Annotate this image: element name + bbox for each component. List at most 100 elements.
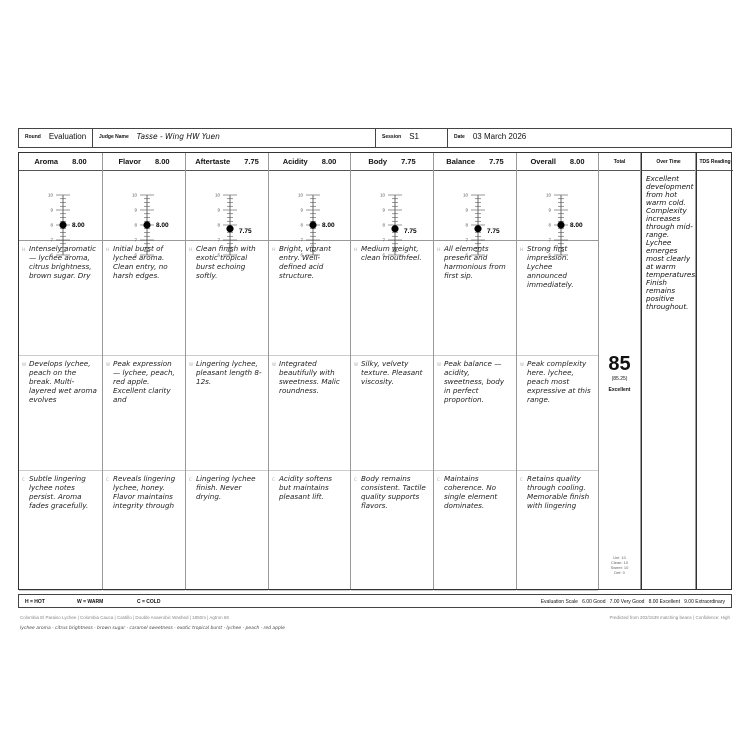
judge-field[interactable]: Judge Name Tasse - Wing HW Yuen [92,128,376,148]
note-text: Strong first impression. Lychee announce… [527,244,574,289]
score-marker-label: 8.00 [156,222,169,229]
note-text: Intensely aromatic — lychee aroma, citru… [29,244,97,280]
scale-tick-label: 8 [300,223,303,228]
scale-tick-label: 6 [382,253,385,258]
score-table: Aroma 8.00 10 9 8 7 6 8.00 H Intensely aromatic —… [18,152,733,591]
descriptor-list: lychee aroma · citrus brightness · brown… [20,626,285,631]
over-time-notes[interactable]: Excellent development from hot warm cold… [646,174,698,311]
attribute-header: Aroma 8.00 [19,153,102,171]
score-marker-label: 7.75 [487,228,500,235]
tds-column: TDS Reading [696,153,733,589]
note-text: Lingering lychee finish. Never drying. [196,474,256,501]
score-marker [143,221,151,229]
round-field[interactable]: Round Evaluation [18,128,93,148]
score-scale[interactable]: 10 9 8 7 6 8.00 [517,189,599,259]
temperature-tag: C [106,477,109,482]
scale-tick-label: 6 [548,253,551,258]
total-breakdown: Uni: 10 Clean: 10 Sweet: 10 Def: 0 [610,555,629,575]
attribute-header: Overall 8.00 [517,153,598,171]
attribute-header: Aftertaste 7.75 [186,153,268,171]
note-text: Reveals lingering lychee, honey. Flavor … [113,474,176,510]
temperature-tag: C [22,477,25,482]
note-text: Retains quality through cooling. Memorab… [527,474,590,510]
score-marker-label: 8.00 [72,222,85,229]
temperature-tag: H [520,247,524,252]
temperature-tag: C [354,477,357,482]
tds-header: TDS Reading [699,158,731,165]
note-text: All elements present and harmonious from… [444,244,506,280]
note-cell-c[interactable]: C Subtle lingering lychee notes persist. … [19,471,102,591]
note-cell-w[interactable]: W Peak balance — acidity, sweetness, body… [434,356,516,471]
note-cell-w[interactable]: W Peak complexity here. lychee, peach mos… [517,356,598,471]
note-cell-h[interactable]: H Intensely aromatic — lychee aroma, citr… [19,241,102,356]
note-cell-h[interactable]: H Medium weight, clean mouthfeel. [351,241,433,356]
scale-tick-label: 6 [300,253,303,258]
note-cell-h[interactable]: H All elements present and harmonious fro… [434,241,516,356]
attribute-column-overall: Overall 8.00 10 9 8 7 6 8.00 H Strong first impre… [517,153,599,591]
prediction-info: Predicted from 202/1539 matching beans |… [609,615,731,620]
scale-tick-label: 9 [548,208,551,213]
attribute-column-balance: Balance 7.75 10 9 8 7 6 7.75 H All elements prese… [434,153,517,591]
scale-tick-label: 10 [48,193,54,198]
note-text: Develops lychee, peach on the break. Mul… [29,359,97,404]
score-scale[interactable]: 10 9 8 7 6 7.75 [434,189,517,259]
note-cell-w[interactable]: W Develops lychee, peach on the break. Mu… [19,356,102,471]
note-cell-w[interactable]: W Silky, velvety texture. Pleasant viscos… [351,356,433,471]
temperature-tag: H [354,247,358,252]
scale-tick-label: 10 [546,193,552,198]
note-cell-c[interactable]: C Body remains consistent. Tactile qualit… [351,471,433,591]
temperature-tag: W [106,362,110,367]
scale-tick-label: 10 [380,193,386,198]
date-field[interactable]: Date 03 March 2026 [447,128,732,148]
note-text: Integrated beautifully with sweetness. M… [279,359,340,395]
note-cell-h[interactable]: H Initial burst of lychee aroma. Clean en… [103,241,185,356]
note-cell-h[interactable]: H Bright, vibrant entry. Well-defined aci… [269,241,350,356]
attribute-column-aftertaste: Aftertaste 7.75 10 9 8 7 6 7.75 H Clean finish wi… [186,153,269,591]
temperature-tag: W [520,362,524,367]
note-cell-c[interactable]: C Retains quality through cooling. Memora… [517,471,598,591]
scale-tick-label: 10 [298,193,304,198]
score-scale[interactable]: 10 9 8 7 6 7.75 [351,189,434,259]
note-text: Peak balance — acidity, sweetness, body … [444,359,505,404]
score-scale[interactable]: 10 9 8 7 6 8.00 [19,189,103,259]
temperature-tag: H [437,247,441,252]
temperature-tag: H [106,247,110,252]
note-cell-h[interactable]: H Strong first impression. Lychee announc… [517,241,598,356]
scale-tick-label: 6 [217,253,220,258]
scale-tick-label: 8 [134,223,137,228]
note-text: Bright, vibrant entry. Well-defined acid… [279,244,331,280]
session-field[interactable]: Session S1 [375,128,448,148]
temperature-tag: W [22,362,26,367]
note-cell-w[interactable]: W Lingering lychee, pleasant length 8-12s… [186,356,268,471]
total-score: 85 (85.25) Excellent [608,353,631,393]
note-cell-c[interactable]: C Acidity softens but maintains pleasant … [269,471,350,591]
note-cell-w[interactable]: W Integrated beautifully with sweetness. … [269,356,350,471]
note-text: Peak complexity here. lychee, peach most… [527,359,591,404]
over-time-column: Over Time Excellent development from hot… [641,153,698,589]
temperature-tag: H [189,247,193,252]
note-cell-w[interactable]: W Peak expression — lychee, peach, red ap… [103,356,185,471]
score-scale[interactable]: 10 9 8 7 6 7.75 [186,189,269,259]
scale-tick-label: 7 [382,238,385,243]
scale-tick-label: 9 [382,208,385,213]
note-text: Silky, velvety texture. Pleasant viscosi… [361,359,423,386]
temperature-tag: C [189,477,192,482]
temperature-tag: H [22,247,26,252]
score-marker-label: 8.00 [322,222,335,229]
note-cell-h[interactable]: H Clean finish with exotic tropical burst… [186,241,268,356]
note-text: Subtle lingering lychee notes persist. A… [29,474,89,510]
note-cell-c[interactable]: C Lingering lychee finish. Never drying. [186,471,268,591]
temperature-tag: W [189,362,193,367]
score-scale[interactable]: 10 9 8 7 6 8.00 [103,189,186,259]
scale-tick-label: 10 [215,193,221,198]
scale-tick-label: 6 [465,253,468,258]
temperature-tag: H [272,247,276,252]
note-cell-c[interactable]: C Reveals lingering lychee, honey. Flavor… [103,471,185,591]
bean-info: Colombia El Paraiso Lychee | Colombia Ca… [20,615,229,620]
note-cell-c[interactable]: C Maintains coherence. No single element … [434,471,516,591]
total-column: Total 85 (85.25) Excellent Uni: 10 Clean… [599,153,641,589]
temperature-tag: W [354,362,358,367]
score-scale[interactable]: 10 9 8 7 6 8.00 [269,189,351,259]
note-text: Acidity softens but maintains pleasant l… [279,474,332,501]
scale-tick-label: 7 [134,238,137,243]
